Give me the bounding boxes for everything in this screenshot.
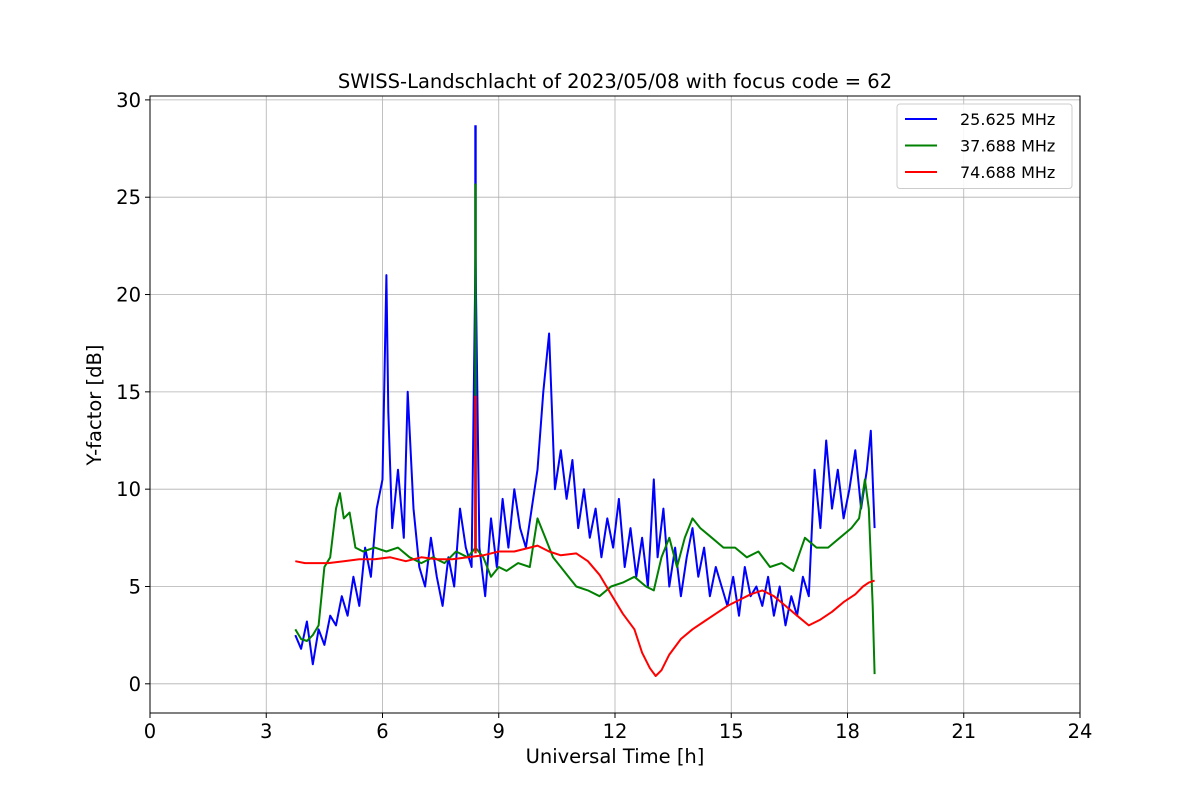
legend: 25.625 MHz 37.688 MHz 74.688 MHz	[896, 103, 1073, 189]
plot-area	[294, 125, 876, 677]
y-tick-label: 20	[116, 284, 141, 307]
x-tick-label: 21	[951, 720, 976, 743]
y-tick-label: 5	[129, 575, 141, 598]
x-tick-label: 6	[376, 720, 388, 743]
x-axis-label: Universal Time [h]	[526, 745, 705, 768]
x-tick-label: 15	[719, 720, 744, 743]
legend-box	[896, 103, 1073, 189]
series-line-25-625-mhz	[294, 254, 876, 666]
y-tick-label: 10	[116, 478, 141, 501]
legend-label: 74.688 MHz	[960, 163, 1055, 182]
y-tick-label: 15	[116, 381, 141, 404]
chart-title: SWISS-Landschlacht of 2023/05/08 with fo…	[338, 70, 892, 93]
legend-label: 37.688 MHz	[960, 137, 1055, 156]
y-axis-label: Y-factor [dB]	[83, 345, 106, 467]
x-tick-label: 0	[144, 720, 156, 743]
y-tick-label: 25	[116, 186, 141, 209]
x-tick-label: 12	[603, 720, 628, 743]
x-tick-label: 24	[1068, 720, 1093, 743]
y-tick-label: 0	[129, 673, 141, 696]
series-line-74-688-mhz	[295, 544, 875, 677]
x-tick-label: 9	[493, 720, 505, 743]
legend-label: 25.625 MHz	[960, 110, 1055, 129]
x-tick-label: 18	[835, 720, 860, 743]
x-tick-label: 3	[260, 720, 272, 743]
y-tick-label: 30	[116, 89, 141, 112]
series-line-37-688-mhz	[294, 478, 876, 675]
ticks: 0 3 6 9 12 15 18 21 24 0 5 10 15 20 25 30	[116, 89, 1092, 743]
